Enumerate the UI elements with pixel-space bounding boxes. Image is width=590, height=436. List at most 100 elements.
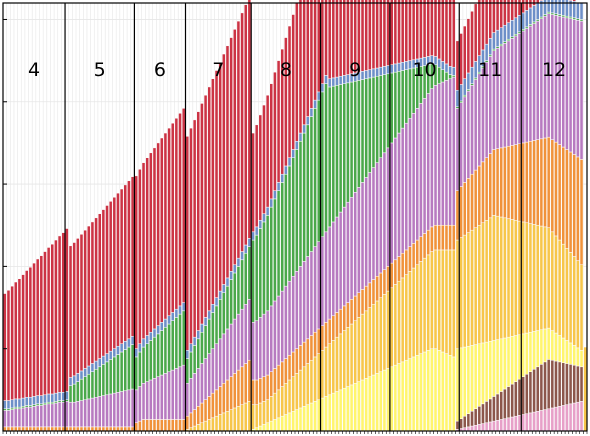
bar-segment — [156, 142, 160, 326]
bar-segment — [90, 426, 95, 432]
bar-segment — [170, 122, 175, 313]
bar-segment — [565, 404, 569, 432]
bar-segment — [90, 397, 95, 428]
bar-segment — [404, 249, 409, 275]
bar-segment — [225, 45, 230, 279]
bar-segment — [514, 144, 518, 221]
bar-segment — [50, 243, 55, 395]
bar-segment — [309, 108, 314, 117]
bar-segment — [389, 0, 394, 65]
bar-segment — [565, 17, 569, 150]
bar-segment — [287, 412, 292, 432]
bar-segment — [108, 201, 113, 352]
bar-segment — [291, 157, 295, 277]
bar-segment — [488, 421, 493, 432]
bar-segment — [134, 175, 138, 349]
bar-segment — [156, 333, 160, 377]
bar-segment — [452, 224, 456, 251]
bar-segment — [397, 71, 401, 134]
bar-segment — [316, 353, 321, 400]
bar-segment — [386, 266, 390, 292]
bar-segment — [258, 114, 263, 221]
bar-segment — [462, 415, 467, 428]
bar-segment — [437, 0, 441, 60]
bar-segment — [94, 360, 98, 370]
bar-segment — [408, 271, 412, 359]
bar-segment — [368, 69, 372, 79]
bar-segment — [565, 0, 569, 17]
bar-segment — [97, 396, 102, 428]
bar-segment — [554, 235, 558, 334]
bar-segment — [459, 33, 463, 85]
bar-segment — [35, 395, 40, 405]
bar-segment — [349, 323, 354, 386]
bar-segment — [90, 371, 95, 399]
bar-segment — [379, 66, 383, 76]
bar-segment — [535, 410, 540, 432]
bar-segment — [568, 342, 573, 365]
bar-segment — [565, 363, 569, 405]
bar-segment — [3, 400, 7, 410]
bar-segment — [495, 393, 500, 421]
bar-segment — [368, 282, 372, 308]
bar-segment — [353, 320, 358, 384]
bar-segment — [452, 66, 456, 76]
bar-segment — [521, 333, 525, 377]
bar-segment — [335, 0, 339, 78]
bar-segment — [459, 186, 463, 238]
bar-segment — [338, 308, 343, 335]
bar-segment — [473, 169, 478, 228]
bar-segment — [218, 290, 222, 300]
bar-segment — [72, 383, 76, 403]
bar-segment — [535, 20, 540, 140]
bar-segment — [349, 299, 354, 325]
bar-segment — [583, 346, 587, 432]
bar-segment — [477, 165, 482, 226]
bar-segment — [269, 396, 274, 422]
bar-segment — [178, 313, 182, 368]
bar-segment — [14, 408, 18, 428]
bar-segment — [481, 342, 485, 405]
bar-segment — [499, 0, 504, 28]
bar-segment — [200, 103, 204, 325]
bar-segment — [543, 361, 547, 410]
bar-segment — [218, 338, 222, 387]
bar-segment — [364, 285, 368, 312]
bar-segment — [265, 215, 270, 312]
bar-segment — [473, 79, 478, 171]
bar-segment — [247, 359, 252, 402]
bar-segment — [233, 264, 237, 274]
bar-segment — [236, 257, 241, 267]
bar-segment — [291, 149, 295, 158]
bar-segment — [306, 404, 310, 432]
bar-segment — [273, 198, 277, 302]
bar-segment — [273, 368, 277, 394]
bar-segment — [167, 315, 171, 325]
bar-segment — [192, 409, 197, 427]
bar-segment — [298, 141, 303, 267]
bar-segment — [207, 318, 211, 354]
bar-segment — [525, 332, 529, 375]
bar-segment — [532, 331, 536, 370]
bar-segment — [521, 12, 525, 30]
bar-segment — [87, 426, 91, 432]
bar-segment — [521, 0, 525, 14]
bar-segment — [14, 398, 18, 408]
bar-segment — [364, 78, 368, 178]
bar-segment — [21, 397, 25, 407]
bar-segment — [160, 419, 164, 432]
bar-segment — [302, 0, 306, 126]
bar-segment — [452, 0, 456, 68]
bar-segment — [426, 254, 431, 351]
bar-segment — [393, 284, 398, 366]
bar-segment — [79, 370, 84, 380]
bar-segment — [426, 350, 431, 432]
bar-segment — [353, 192, 358, 297]
bar-segment — [123, 184, 128, 342]
bar-segment — [298, 345, 303, 371]
bar-segment — [174, 117, 179, 310]
bar-segment — [57, 392, 62, 401]
bar-segment — [488, 217, 493, 342]
bar-segment — [39, 426, 44, 432]
bar-segment — [400, 361, 405, 432]
